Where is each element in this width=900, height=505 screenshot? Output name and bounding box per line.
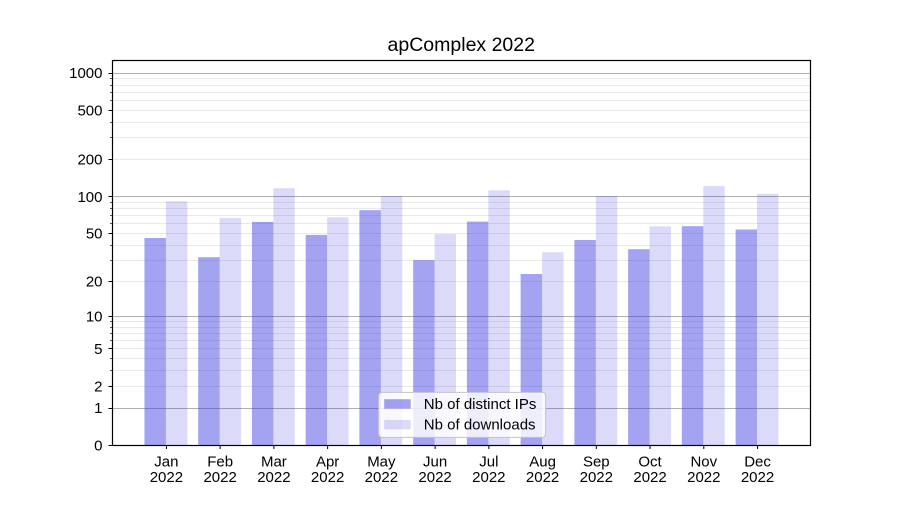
svg-text:1000: 1000 bbox=[69, 65, 102, 82]
svg-text:2: 2 bbox=[94, 378, 102, 395]
svg-text:500: 500 bbox=[77, 103, 102, 120]
svg-text:Nb of downloads: Nb of downloads bbox=[424, 417, 536, 434]
svg-text:Dec: Dec bbox=[744, 454, 771, 471]
svg-text:200: 200 bbox=[77, 152, 102, 169]
svg-text:Sep: Sep bbox=[583, 454, 610, 471]
svg-text:2022: 2022 bbox=[365, 469, 398, 486]
svg-text:Oct: Oct bbox=[638, 454, 662, 471]
svg-text:May: May bbox=[367, 454, 396, 471]
svg-text:Jun: Jun bbox=[423, 454, 447, 471]
svg-text:100: 100 bbox=[77, 189, 102, 206]
svg-text:2022: 2022 bbox=[418, 469, 451, 486]
svg-text:2022: 2022 bbox=[203, 469, 236, 486]
svg-text:Apr: Apr bbox=[316, 454, 339, 471]
svg-text:2022: 2022 bbox=[257, 469, 290, 486]
svg-text:Jan: Jan bbox=[154, 454, 178, 471]
svg-text:Nb of distinct IPs: Nb of distinct IPs bbox=[424, 396, 537, 413]
svg-text:2022: 2022 bbox=[311, 469, 344, 486]
svg-text:2022: 2022 bbox=[150, 469, 183, 486]
svg-text:2022: 2022 bbox=[580, 469, 613, 486]
svg-text:2022: 2022 bbox=[687, 469, 720, 486]
svg-text:5: 5 bbox=[94, 341, 102, 358]
svg-text:Mar: Mar bbox=[261, 454, 287, 471]
svg-text:20: 20 bbox=[86, 273, 103, 290]
svg-text:1: 1 bbox=[94, 400, 102, 417]
svg-text:2022: 2022 bbox=[472, 469, 505, 486]
svg-text:10: 10 bbox=[86, 308, 103, 325]
svg-text:Feb: Feb bbox=[207, 454, 233, 471]
svg-text:apComplex 2022: apComplex 2022 bbox=[388, 34, 535, 56]
svg-text:Jul: Jul bbox=[479, 454, 498, 471]
svg-text:2022: 2022 bbox=[741, 469, 774, 486]
svg-text:2022: 2022 bbox=[526, 469, 559, 486]
svg-text:50: 50 bbox=[86, 226, 103, 243]
svg-text:2022: 2022 bbox=[633, 469, 666, 486]
svg-text:0: 0 bbox=[94, 437, 102, 454]
svg-text:Nov: Nov bbox=[690, 454, 717, 471]
svg-text:Aug: Aug bbox=[529, 454, 556, 471]
